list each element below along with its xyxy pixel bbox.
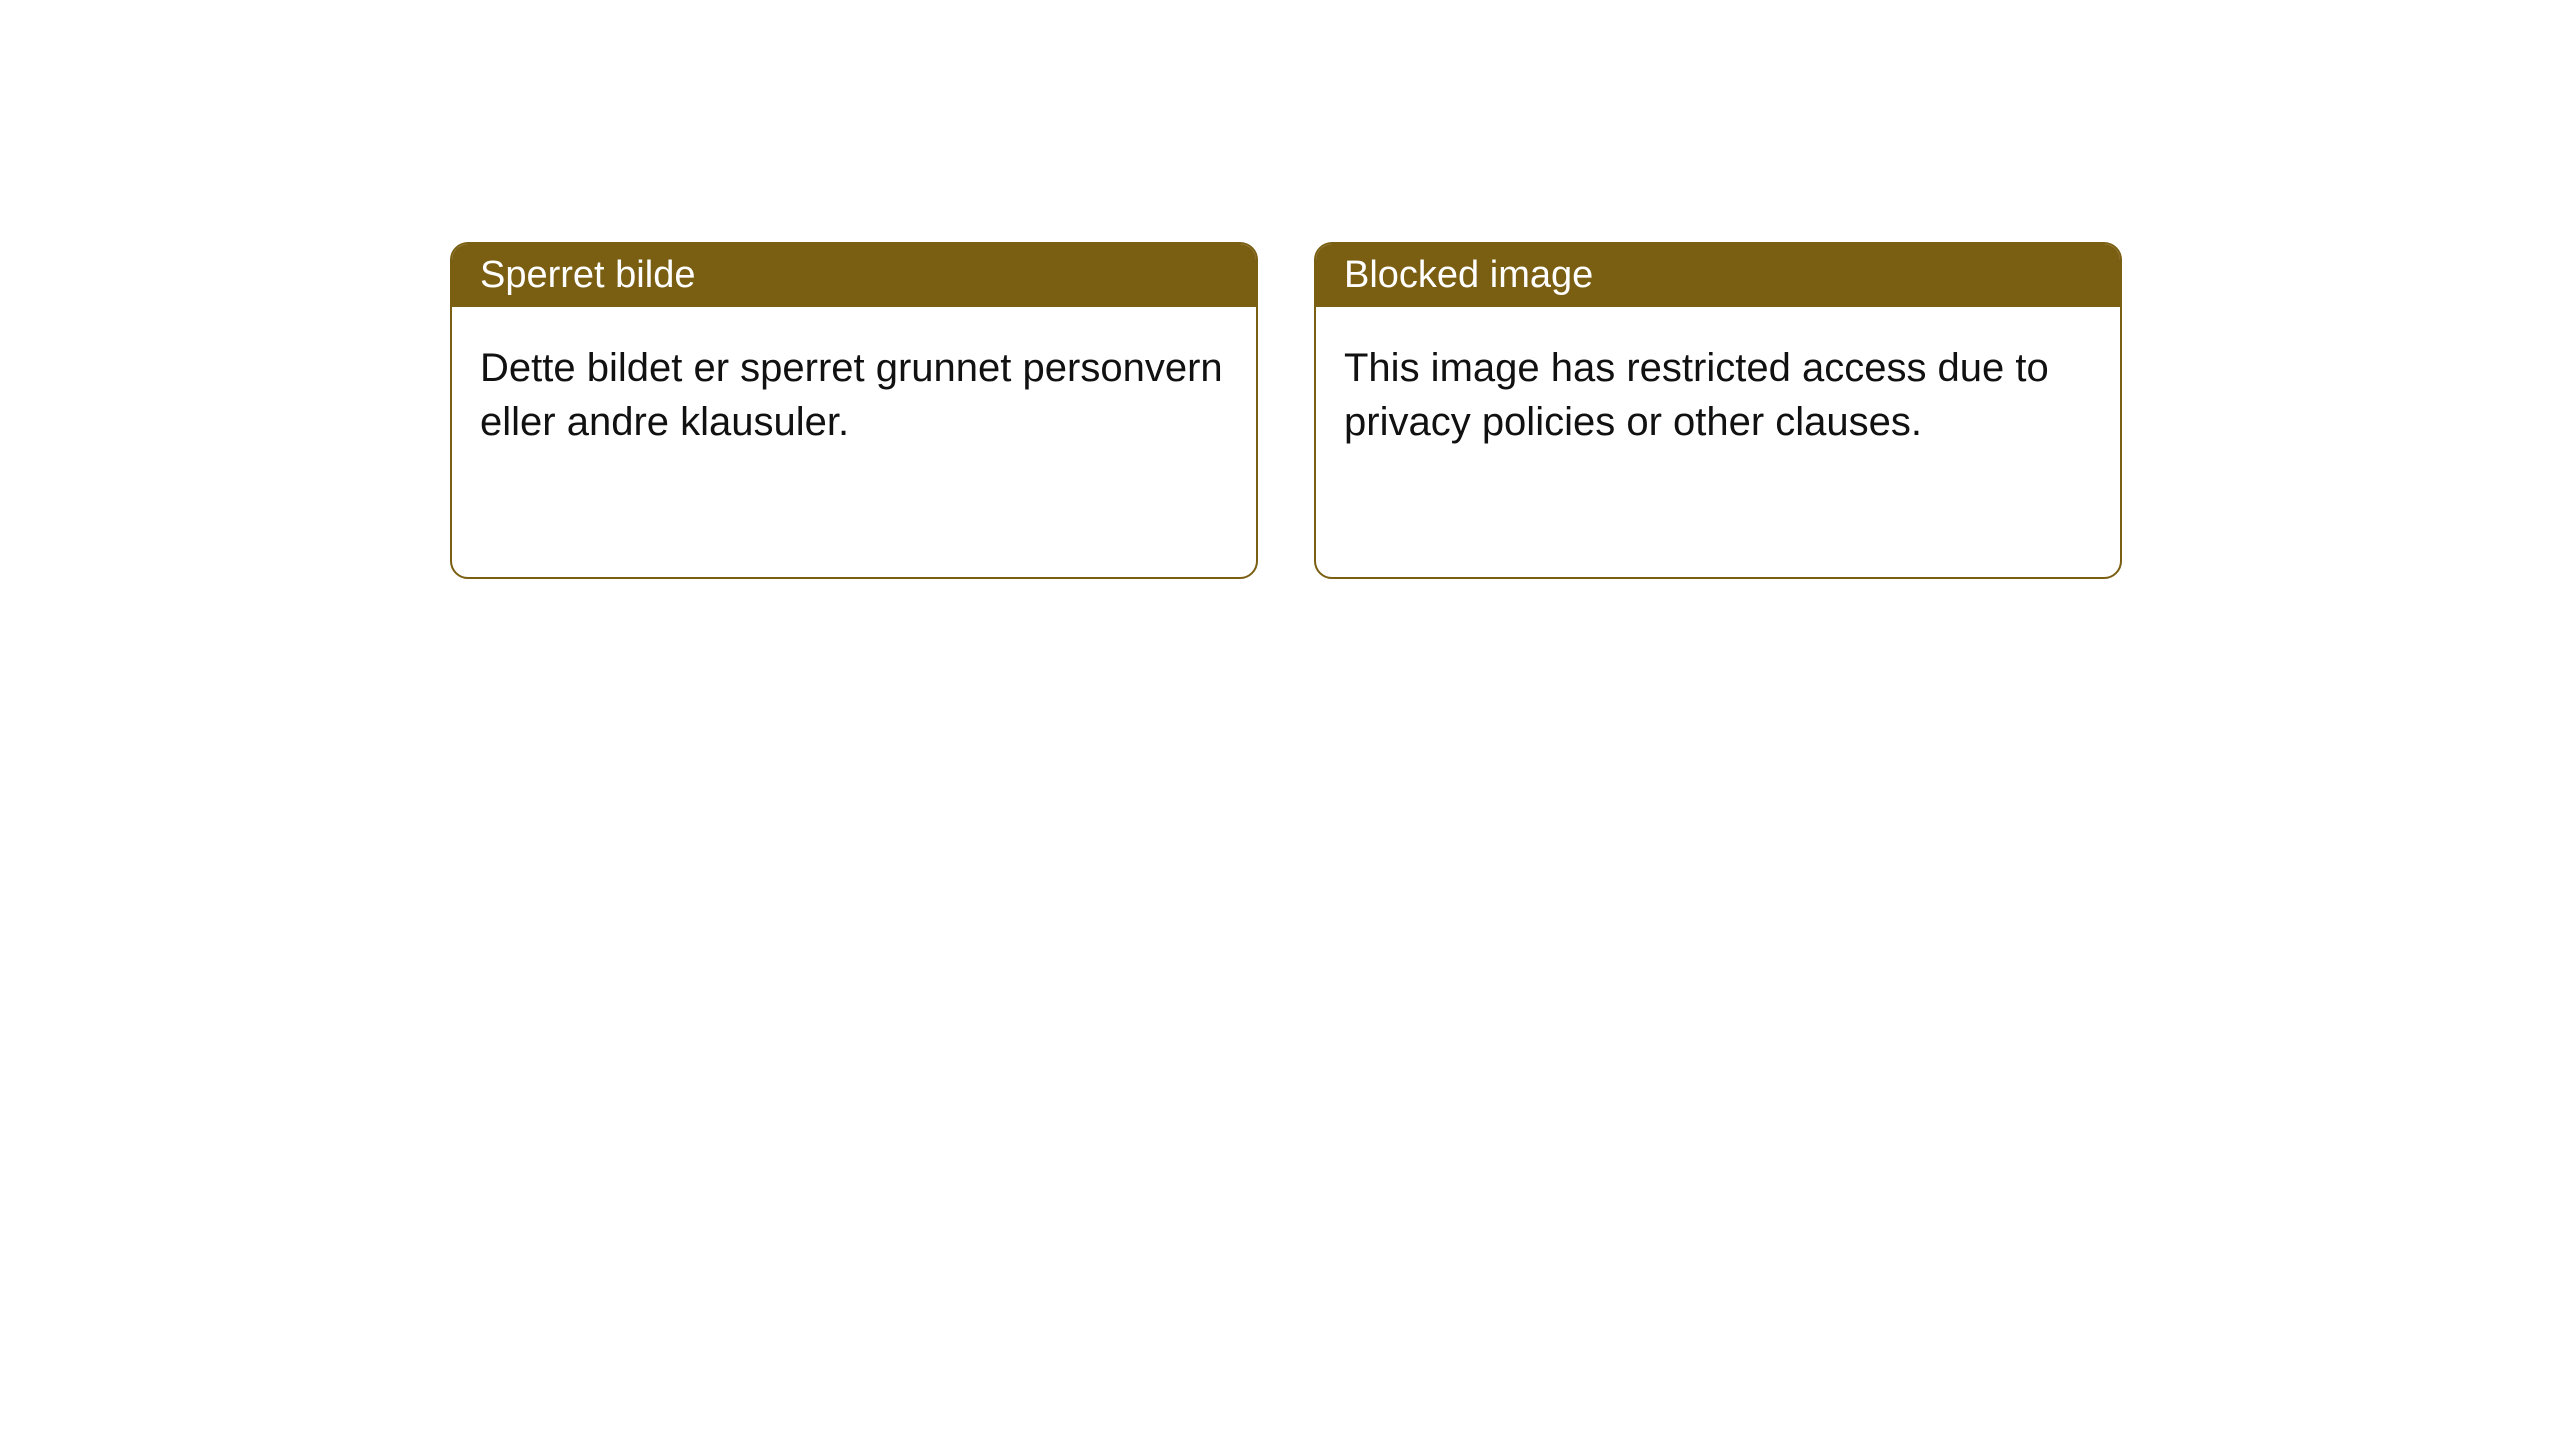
card-header: Blocked image xyxy=(1316,244,2120,307)
card-body-text: Dette bildet er sperret grunnet personve… xyxy=(480,346,1223,444)
card-body: This image has restricted access due to … xyxy=(1316,307,2120,577)
blocked-image-card-en: Blocked image This image has restricted … xyxy=(1314,242,2122,579)
card-title: Sperret bilde xyxy=(480,254,695,296)
card-title: Blocked image xyxy=(1344,254,1593,296)
card-header: Sperret bilde xyxy=(452,244,1256,307)
notice-cards-container: Sperret bilde Dette bildet er sperret gr… xyxy=(0,0,2560,579)
card-body: Dette bildet er sperret grunnet personve… xyxy=(452,307,1256,577)
card-body-text: This image has restricted access due to … xyxy=(1344,346,2049,444)
blocked-image-card-no: Sperret bilde Dette bildet er sperret gr… xyxy=(450,242,1258,579)
